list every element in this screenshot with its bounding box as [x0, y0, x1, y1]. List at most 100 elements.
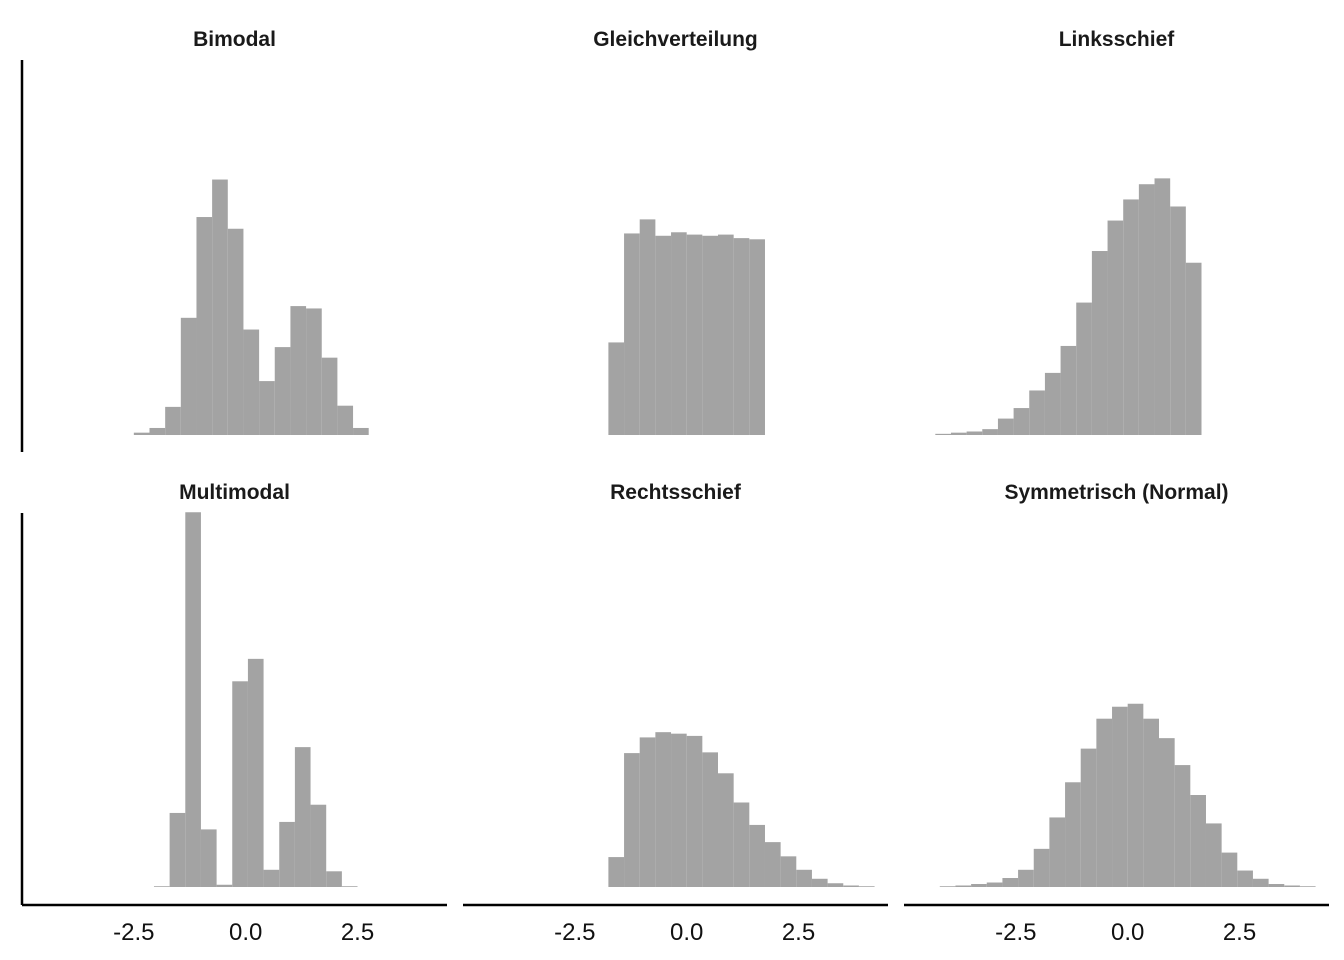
histogram-bar	[827, 883, 844, 887]
histogram-bar	[655, 732, 672, 887]
histogram-bar	[263, 869, 280, 887]
histogram-bar	[1174, 765, 1191, 887]
histogram-bar	[133, 432, 150, 435]
histogram-bar	[639, 737, 656, 887]
panel-title: Bimodal	[193, 28, 276, 51]
histogram-bar	[1013, 408, 1030, 435]
histogram-bar	[982, 429, 998, 435]
histogram-bar	[671, 733, 687, 887]
histogram-bar	[326, 871, 342, 887]
x-tick-label: -2.5	[554, 919, 595, 946]
histogram-bar	[966, 431, 983, 435]
histogram-bar	[1159, 738, 1175, 887]
histogram-bar	[718, 234, 734, 435]
histogram-bar	[185, 512, 201, 887]
histogram-bar	[279, 821, 295, 887]
histogram-bar	[1268, 884, 1285, 887]
histogram-bar	[1205, 823, 1222, 887]
histogram-bar	[749, 824, 765, 887]
panel-title: Rechtsschief	[610, 481, 742, 504]
histogram-bar	[1143, 718, 1159, 887]
histogram-bar	[608, 342, 625, 435]
histogram-bar	[1284, 885, 1300, 887]
histogram-bar	[955, 885, 972, 887]
histogram-bar	[310, 804, 327, 887]
histogram-bar	[780, 856, 797, 887]
histogram-bar	[733, 238, 750, 436]
histogram-bar	[749, 239, 765, 435]
histogram-bar	[247, 658, 264, 887]
histogram-bar	[858, 886, 875, 887]
histogram-bar	[843, 885, 859, 887]
histogram-bar	[337, 405, 354, 435]
histogram-bar	[811, 878, 828, 887]
x-tick-label: 2.5	[341, 919, 374, 946]
histogram-bar	[200, 829, 217, 887]
x-tick-label: 2.5	[782, 919, 815, 946]
panel-title: Gleichverteilung	[593, 28, 758, 51]
histogram-bar	[702, 752, 718, 887]
histogram-bar	[1060, 345, 1077, 435]
histogram-bar	[764, 842, 781, 887]
histogram-bar	[306, 308, 322, 435]
histogram-bar	[718, 773, 734, 887]
histogram-bar	[733, 802, 750, 887]
histogram-bar	[1154, 178, 1171, 436]
histogram-bar	[624, 233, 640, 435]
panel-gleichverteilung: Gleichverteilung	[593, 28, 765, 436]
panel-rechtsschief: Rechtsschief -2.5 0.0 2.5	[463, 481, 888, 946]
histogram-bar	[341, 886, 358, 887]
histogram-bar	[274, 347, 291, 435]
histogram-bar	[1190, 795, 1206, 887]
panel-symmetrisch-normal: Symmetrisch (Normal) -2.5 0.0 2.5	[904, 481, 1329, 946]
histogram-bar	[1002, 878, 1019, 887]
histogram-bar	[290, 306, 307, 435]
histogram-bar	[1065, 782, 1081, 887]
histogram-bar	[153, 886, 170, 887]
histogram-bar	[1076, 302, 1092, 435]
histogram-bar	[353, 427, 369, 435]
panel-linksschief: Linksschief	[935, 28, 1202, 436]
histogram-bar	[1237, 870, 1253, 887]
histogram-bar	[971, 884, 987, 887]
histogram-bar	[1033, 848, 1050, 887]
histogram-bar	[997, 418, 1014, 435]
x-tick-label: -2.5	[995, 919, 1036, 946]
histogram-bar	[986, 882, 1003, 887]
x-tick-label: 0.0	[229, 919, 262, 946]
histogram-bar	[608, 857, 625, 887]
histogram-bar	[1127, 703, 1144, 887]
histogram-bar	[169, 812, 186, 887]
histogram-bar	[1170, 206, 1186, 435]
histogram-bar	[149, 427, 166, 435]
histogram-bar	[196, 217, 213, 435]
histogram-bar	[180, 317, 197, 435]
x-tick-label: 0.0	[670, 919, 703, 946]
histogram-bar	[702, 235, 718, 435]
x-tick-label: 0.0	[1111, 919, 1144, 946]
histogram-bar	[624, 753, 640, 887]
histogram-bar	[655, 235, 672, 435]
histogram-bar	[935, 433, 951, 435]
panel-bimodal: Bimodal	[20, 28, 369, 452]
histogram-bar	[671, 232, 687, 435]
histogram-bar	[1044, 372, 1061, 435]
histogram-bar	[939, 886, 956, 887]
histogram-bar	[227, 228, 244, 435]
histogram-bar	[1096, 718, 1113, 887]
histogram-bar	[1018, 869, 1034, 887]
histogram-bar	[1123, 199, 1139, 435]
x-tick-label: 2.5	[1223, 919, 1256, 946]
histogram-bar	[1112, 706, 1128, 887]
panel-title: Symmetrisch (Normal)	[1004, 481, 1228, 504]
histogram-bar	[1221, 852, 1238, 887]
histogram-bar	[1299, 886, 1316, 887]
histogram-bar	[165, 406, 181, 436]
histogram-bar	[321, 357, 338, 435]
histogram-bar	[212, 179, 228, 435]
histogram-bar	[259, 381, 275, 435]
histogram-bar	[1252, 878, 1269, 887]
panel-title: Multimodal	[179, 481, 290, 504]
x-tick-label: -2.5	[113, 919, 154, 946]
